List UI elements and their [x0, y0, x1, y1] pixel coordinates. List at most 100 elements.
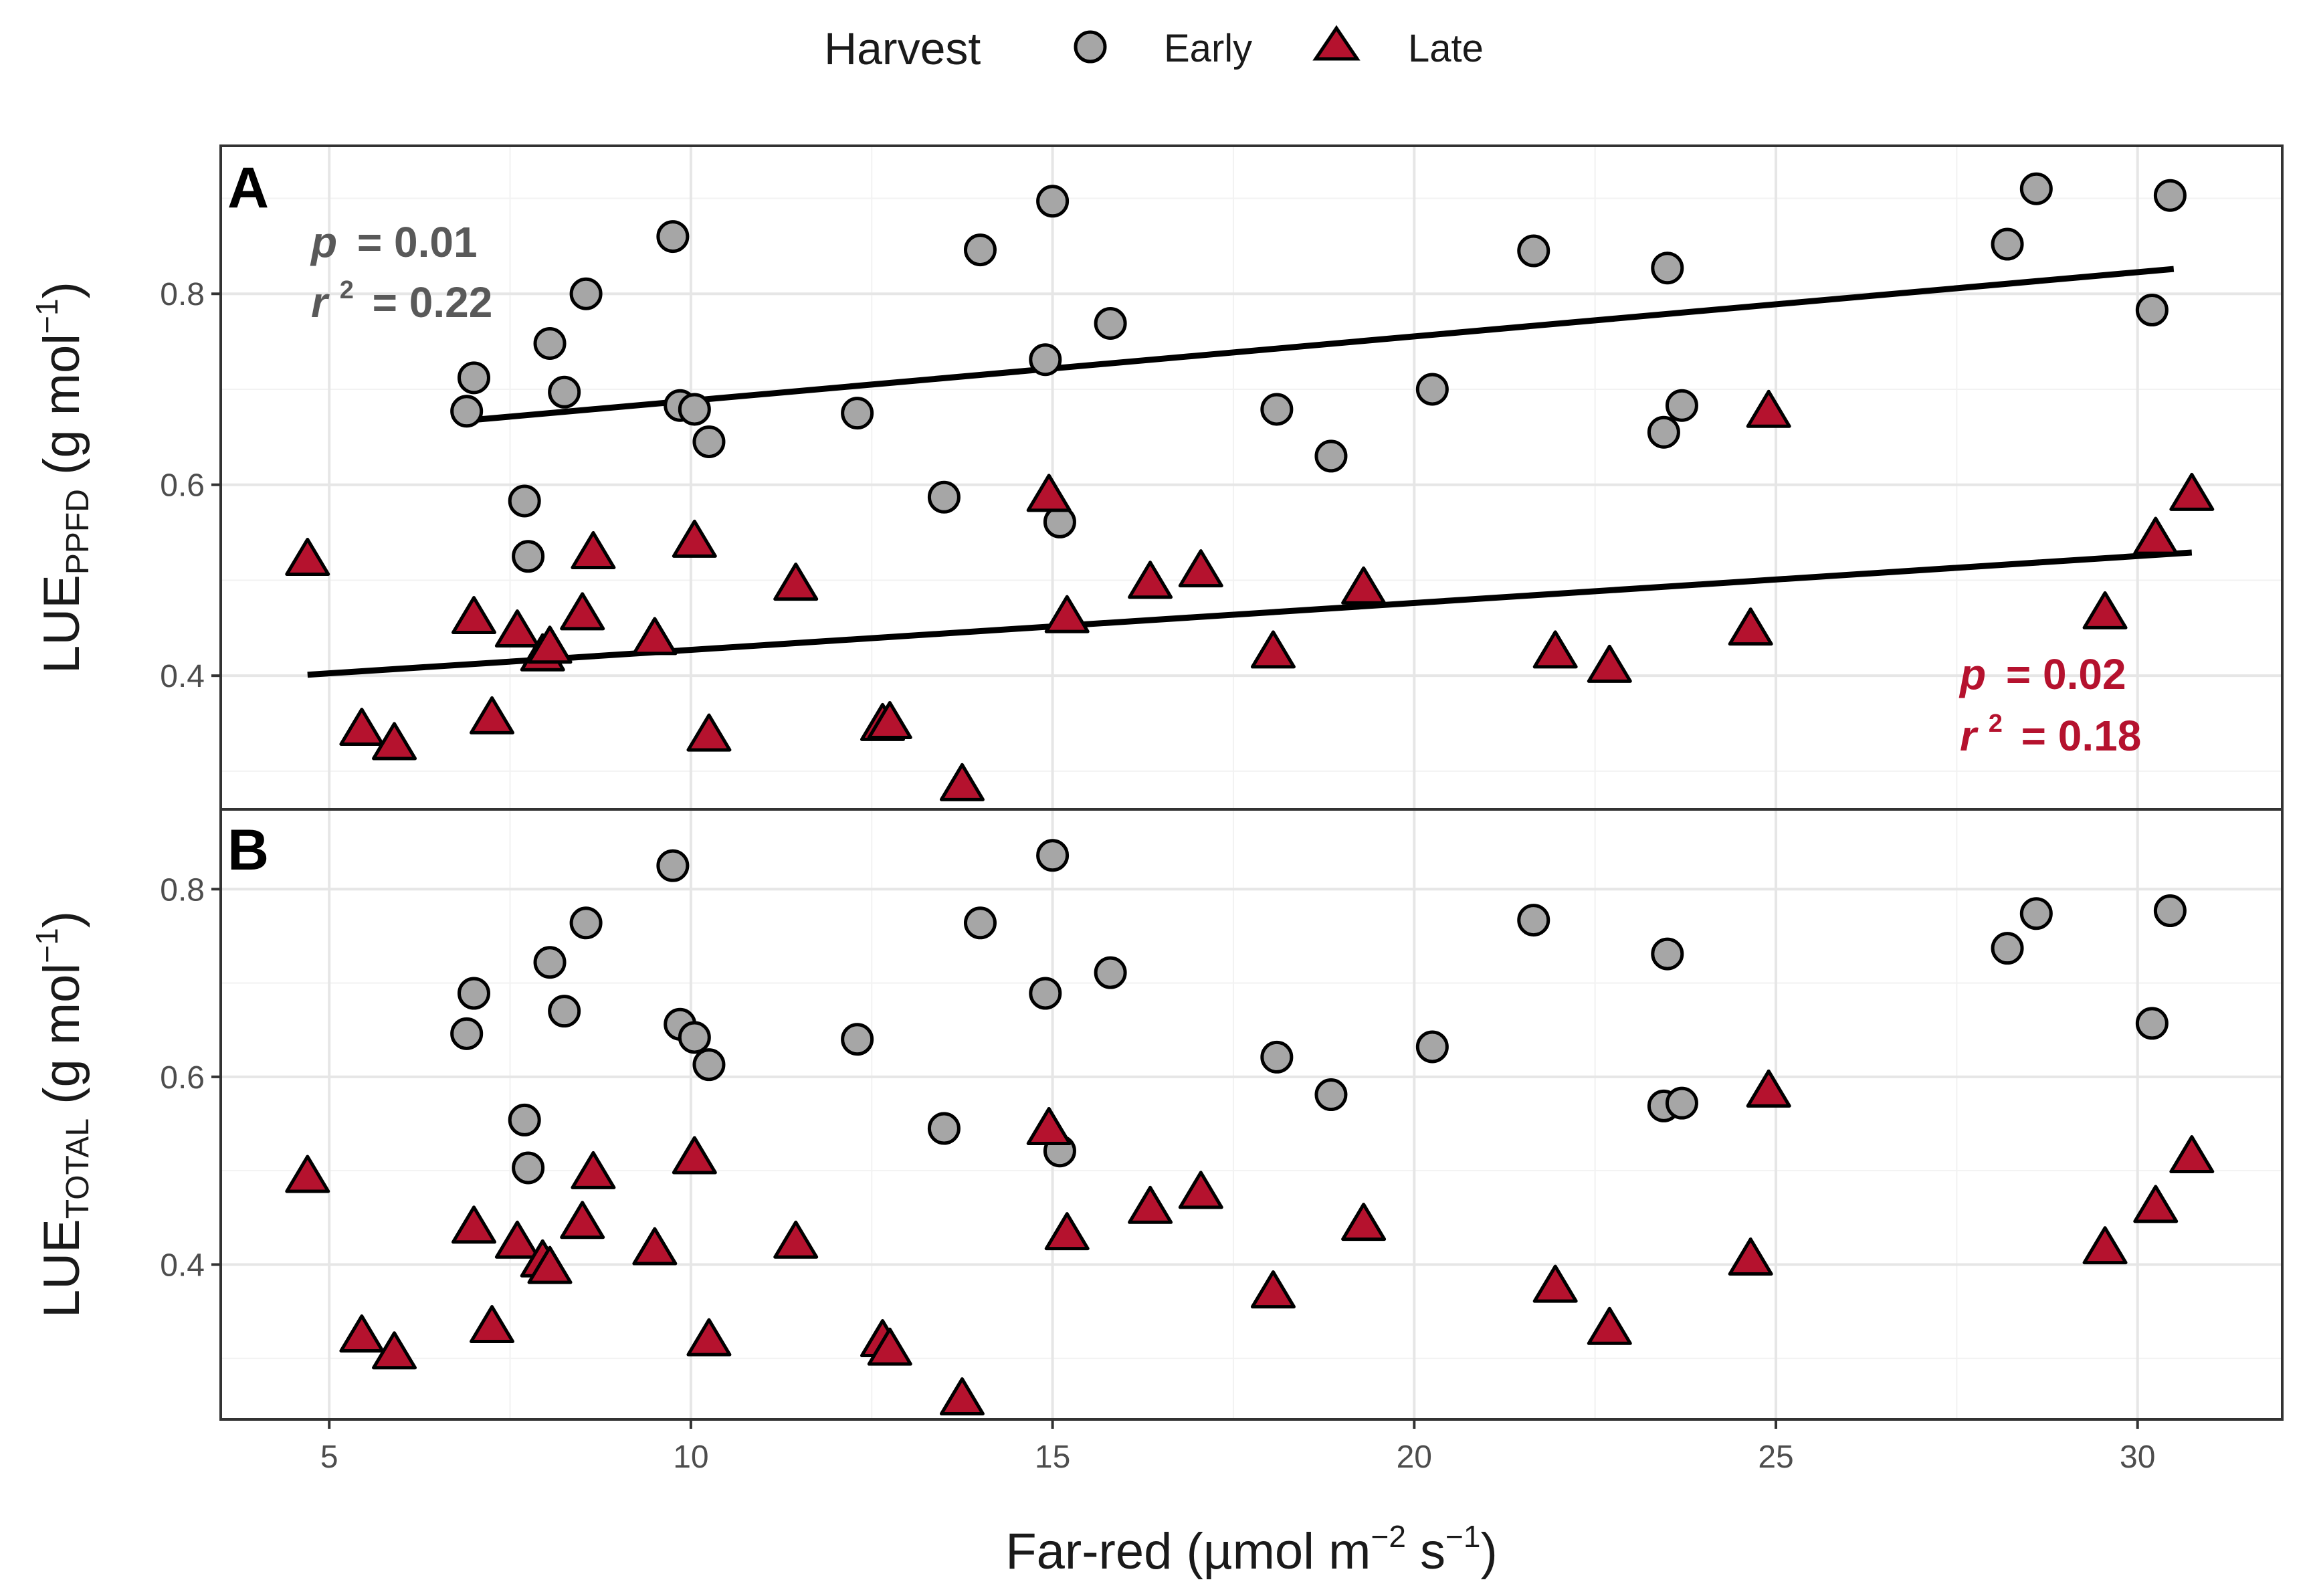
- early-point: [2019, 897, 2053, 930]
- late-point: [773, 563, 819, 601]
- late-point: [2133, 1185, 2179, 1223]
- late-point: [2082, 1226, 2128, 1265]
- y-tick-label: 0.4: [160, 659, 205, 694]
- late-point: [571, 1151, 616, 1189]
- late-point: [1532, 630, 1578, 669]
- late-point: [339, 1314, 385, 1353]
- late-point: [686, 713, 732, 752]
- early-point: [927, 480, 961, 514]
- late-point: [672, 519, 717, 558]
- early-point: [1665, 389, 1698, 422]
- early-point: [1647, 415, 1680, 449]
- panel-b-tag: B: [227, 818, 269, 882]
- late-point: [470, 1304, 515, 1343]
- late-point: [1746, 1069, 1791, 1108]
- late-point: [686, 1318, 732, 1357]
- late-r2-stat: r 2 = 0.18: [1960, 693, 2141, 760]
- late-point: [451, 596, 496, 635]
- early-r2-stat: r 2 = 0.22: [311, 260, 492, 326]
- early-point: [1260, 1040, 1294, 1074]
- panel-b-ylabel-main: LUE: [33, 1219, 90, 1318]
- late-point: [867, 701, 912, 740]
- late-point: [867, 1327, 912, 1366]
- early-point: [1094, 956, 1127, 989]
- legend: Harvest Early Late: [824, 23, 1484, 74]
- panel-b-y-ticks: 0.4 0.6 0.8: [160, 872, 221, 1283]
- late-p-value: = 0.02: [2006, 650, 2126, 698]
- early-point: [450, 395, 484, 428]
- late-point: [560, 592, 605, 631]
- panel-a-ylabel-end: ): [33, 282, 90, 298]
- late-point: [1587, 644, 1632, 683]
- panel-background: [221, 809, 2282, 1419]
- late-point: [560, 1201, 605, 1239]
- panel-b-y-axis-title: LUETOTAL (g mol−1): [29, 911, 96, 1318]
- early-point: [569, 906, 603, 940]
- late-point: [773, 1220, 819, 1259]
- early-point: [678, 393, 711, 426]
- early-point: [1991, 932, 2024, 965]
- early-point: [963, 906, 997, 940]
- x-tick-label: 10: [673, 1439, 708, 1475]
- late-point: [1341, 1203, 1387, 1241]
- early-point: [508, 484, 541, 518]
- panel-b-ylabel-unit: (g mol: [33, 963, 90, 1118]
- panel-a-ylabel-main: LUE: [33, 575, 90, 674]
- x-tick-label: 20: [1397, 1439, 1432, 1475]
- late-point: [1250, 1270, 1296, 1309]
- early-point: [508, 1103, 541, 1136]
- xlabel-mid: s: [1406, 1523, 1445, 1580]
- early-point: [457, 361, 490, 395]
- panel-b-marks: [285, 839, 2215, 1416]
- early-point: [1651, 937, 1684, 971]
- late-point: [1026, 474, 1072, 512]
- x-tick-label: 30: [2120, 1439, 2155, 1475]
- late-point: [1728, 1237, 1773, 1276]
- late-p-label: p: [1958, 650, 1986, 698]
- legend-late-label: Late: [1408, 27, 1484, 70]
- early-point: [450, 1017, 484, 1050]
- early-point: [692, 425, 726, 458]
- early-point: [533, 946, 567, 979]
- late-r-value: = 0.18: [2021, 712, 2142, 760]
- late-point: [1026, 1106, 1072, 1145]
- late-point: [2082, 591, 2128, 629]
- x-axis-title: Far-red (µmol m−2 s−1): [1005, 1519, 1498, 1580]
- late-point: [2169, 1135, 2215, 1174]
- xlabel-sup1: −2: [1371, 1519, 1405, 1554]
- panel-background: [221, 146, 2282, 809]
- early-point: [841, 1023, 874, 1056]
- late-r-label: r: [1960, 712, 1979, 760]
- late-point: [1128, 1185, 1173, 1224]
- early-point: [569, 277, 603, 310]
- panel-b: 0.4 0.6 0.8 B LUETOTAL (g mol−1): [29, 808, 2284, 1421]
- late-point: [1532, 1264, 1578, 1303]
- late-point: [1044, 1212, 1090, 1251]
- early-point: [512, 1151, 545, 1185]
- late-point: [372, 1331, 417, 1370]
- early-point: [548, 375, 581, 409]
- late-point: [1128, 561, 1173, 599]
- panel-a-late-stats: p = 0.02 r 2 = 0.18: [1958, 650, 2141, 760]
- late-point: [1178, 549, 1223, 588]
- late-point: [1341, 566, 1387, 605]
- late-point: [1250, 630, 1296, 669]
- x-tick-label: 25: [1758, 1439, 1793, 1475]
- panel-a-grid: [221, 146, 2282, 809]
- early-point: [1415, 373, 1449, 406]
- late-r-sup: 2: [1989, 710, 2003, 738]
- y-tick-label: 0.8: [160, 277, 205, 312]
- y-tick-label: 0.4: [160, 1248, 205, 1283]
- early-point: [2153, 894, 2187, 928]
- early-point: [1029, 977, 1062, 1010]
- late-point: [1178, 1171, 1223, 1209]
- early-point: [656, 849, 690, 882]
- early-point: [1314, 439, 1348, 473]
- legend-title: Harvest: [824, 23, 981, 74]
- early-point: [1517, 234, 1550, 268]
- late-point: [451, 1205, 496, 1244]
- early-point: [963, 233, 997, 267]
- late-point: [527, 625, 573, 664]
- early-r-label: r: [311, 278, 330, 326]
- early-point: [2019, 172, 2053, 205]
